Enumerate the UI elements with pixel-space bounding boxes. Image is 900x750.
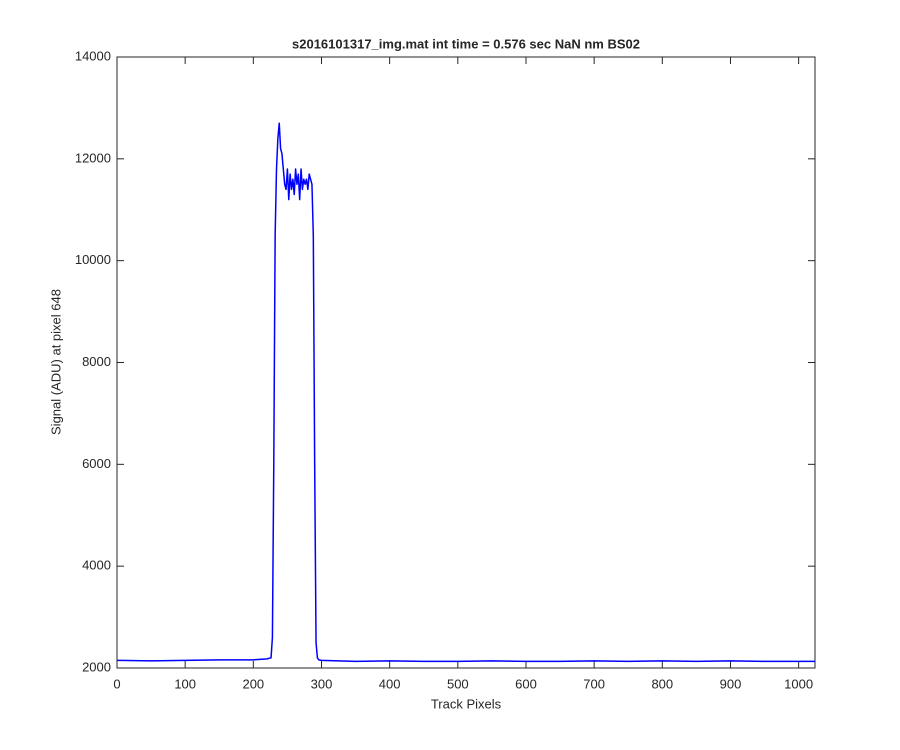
x-tick-label: 400 bbox=[379, 676, 401, 691]
x-tick-label: 500 bbox=[447, 676, 469, 691]
data-line bbox=[116, 122, 815, 663]
x-tick-label: 1000 bbox=[784, 676, 813, 691]
y-tick-label: 12000 bbox=[75, 150, 111, 165]
x-tick-label: 300 bbox=[311, 676, 333, 691]
chart-title: s2016101317_img.mat int time = 0.576 sec… bbox=[292, 36, 640, 51]
x-tick-label: 100 bbox=[174, 676, 196, 691]
y-tick-label: 14000 bbox=[75, 48, 111, 63]
x-axis-label: Track Pixels bbox=[431, 696, 502, 711]
x-tick-label: 0 bbox=[113, 676, 120, 691]
y-tick-label: 2000 bbox=[82, 659, 111, 674]
y-tick-label: 6000 bbox=[82, 456, 111, 471]
y-tick-label: 8000 bbox=[82, 354, 111, 369]
x-tick-label: 800 bbox=[651, 676, 673, 691]
x-tick-label: 600 bbox=[515, 676, 537, 691]
y-axis-label: Signal (ADU) at pixel 648 bbox=[48, 289, 63, 435]
y-tick-label: 4000 bbox=[82, 558, 111, 573]
x-tick-label: 900 bbox=[720, 676, 742, 691]
y-tick-label: 10000 bbox=[75, 252, 111, 267]
x-tick-label: 700 bbox=[583, 676, 605, 691]
x-tick-label: 200 bbox=[242, 676, 264, 691]
